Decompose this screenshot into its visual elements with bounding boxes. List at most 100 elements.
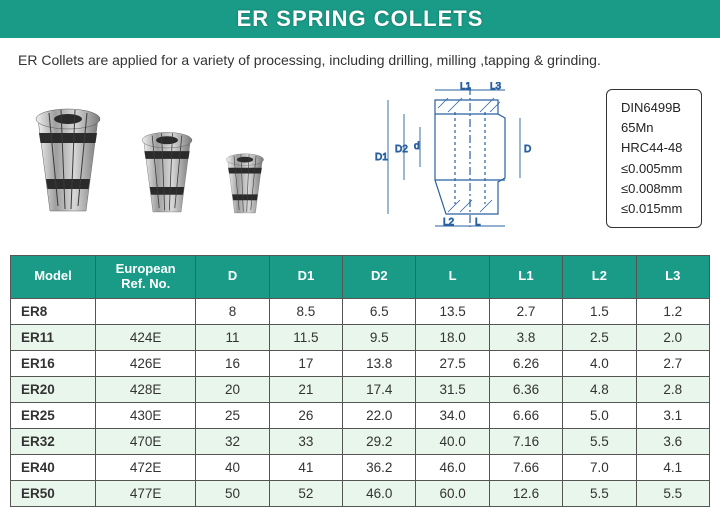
cell-value: 430E	[95, 402, 195, 428]
cell-value: 17.4	[343, 376, 416, 402]
cell-model: ER40	[11, 454, 96, 480]
cell-value: 18.0	[416, 324, 489, 350]
cell-value: 21	[269, 376, 342, 402]
dim-l2: L2	[443, 217, 455, 228]
page-title: ER SPRING COLLETS	[0, 0, 720, 38]
cell-model: ER50	[11, 480, 96, 506]
cell-value: 50	[196, 480, 269, 506]
cell-value: 6.5	[343, 298, 416, 324]
cell-value: 5.5	[563, 480, 636, 506]
cell-value	[95, 298, 195, 324]
dim-Dcap: D	[524, 144, 531, 155]
spec-box: DIN6499B 65Mn HRC44-48 ≤0.005mm ≤0.008mm…	[606, 89, 702, 228]
col-header: D2	[343, 256, 416, 299]
dim-d: d	[414, 141, 420, 152]
cell-model: ER32	[11, 428, 96, 454]
cell-value: 6.66	[489, 402, 562, 428]
table-row: ER20428E202117.431.56.364.82.8	[11, 376, 710, 402]
cell-value: 46.0	[343, 480, 416, 506]
cell-value: 13.5	[416, 298, 489, 324]
collet-medium-icon	[128, 126, 206, 216]
spec-line: HRC44-48	[621, 138, 687, 158]
cell-value: 477E	[95, 480, 195, 506]
collet-large-icon	[18, 101, 118, 216]
cell-value: 7.0	[563, 454, 636, 480]
cell-value: 1.5	[563, 298, 636, 324]
cell-value: 52	[269, 480, 342, 506]
specs-table: ModelEuropeanRef. No.DD1D2LL1L2L3 ER888.…	[10, 255, 710, 507]
cell-value: 36.2	[343, 454, 416, 480]
cell-value: 40.0	[416, 428, 489, 454]
cell-model: ER16	[11, 350, 96, 376]
cell-value: 2.7	[636, 350, 709, 376]
cell-model: ER25	[11, 402, 96, 428]
cell-model: ER8	[11, 298, 96, 324]
cell-value: 27.5	[416, 350, 489, 376]
cell-value: 7.66	[489, 454, 562, 480]
cell-value: 11.5	[269, 324, 342, 350]
cell-value: 29.2	[343, 428, 416, 454]
table-row: ER16426E161713.827.56.264.02.7	[11, 350, 710, 376]
cell-value: 3.1	[636, 402, 709, 428]
cell-value: 5.0	[563, 402, 636, 428]
cell-value: 46.0	[416, 454, 489, 480]
cell-value: 1.2	[636, 298, 709, 324]
spec-line: ≤0.008mm	[621, 179, 687, 199]
cell-value: 428E	[95, 376, 195, 402]
dim-l: L	[475, 217, 481, 228]
cell-value: 4.1	[636, 454, 709, 480]
cell-value: 424E	[95, 324, 195, 350]
col-header: Model	[11, 256, 96, 299]
collet-small-icon	[216, 149, 274, 216]
cell-value: 6.26	[489, 350, 562, 376]
table-row: ER40472E404136.246.07.667.04.1	[11, 454, 710, 480]
cell-value: 26	[269, 402, 342, 428]
cell-value: 4.8	[563, 376, 636, 402]
cell-value: 3.6	[636, 428, 709, 454]
cell-value: 11	[196, 324, 269, 350]
col-header: D1	[269, 256, 342, 299]
cell-value: 2.7	[489, 298, 562, 324]
spec-line: ≤0.015mm	[621, 199, 687, 219]
illustration-row: L1 L3 D1 D2 d D L2 L DIN6499B 65Mn HRC	[0, 78, 720, 255]
cell-value: 472E	[95, 454, 195, 480]
spec-line: DIN6499B	[621, 98, 687, 118]
cell-value: 20	[196, 376, 269, 402]
spec-line: ≤0.005mm	[621, 159, 687, 179]
cell-value: 12.6	[489, 480, 562, 506]
cell-model: ER20	[11, 376, 96, 402]
cell-value: 34.0	[416, 402, 489, 428]
technical-diagram-icon: L1 L3 D1 D2 d D L2 L	[340, 82, 540, 235]
cell-value: 5.5	[636, 480, 709, 506]
cell-value: 41	[269, 454, 342, 480]
table-row: ER32470E323329.240.07.165.53.6	[11, 428, 710, 454]
cell-value: 5.5	[563, 428, 636, 454]
col-header: D	[196, 256, 269, 299]
table-body: ER888.56.513.52.71.51.2ER11424E1111.59.5…	[11, 298, 710, 506]
cell-value: 32	[196, 428, 269, 454]
table-row: ER11424E1111.59.518.03.82.52.0	[11, 324, 710, 350]
cell-value: 426E	[95, 350, 195, 376]
cell-value: 17	[269, 350, 342, 376]
col-header: L1	[489, 256, 562, 299]
cell-value: 2.8	[636, 376, 709, 402]
cell-value: 31.5	[416, 376, 489, 402]
col-header: EuropeanRef. No.	[95, 256, 195, 299]
subhead-text: ER Collets are applied for a variety of …	[0, 38, 720, 78]
table-row: ER25430E252622.034.06.665.03.1	[11, 402, 710, 428]
dim-l1: L1	[460, 82, 472, 92]
cell-value: 6.36	[489, 376, 562, 402]
cell-value: 60.0	[416, 480, 489, 506]
cell-value: 25	[196, 402, 269, 428]
dim-d2cap: D2	[395, 144, 408, 155]
cell-model: ER11	[11, 324, 96, 350]
cell-value: 7.16	[489, 428, 562, 454]
cell-value: 13.8	[343, 350, 416, 376]
table-header: ModelEuropeanRef. No.DD1D2LL1L2L3	[11, 256, 710, 299]
spec-line: 65Mn	[621, 118, 687, 138]
table-row: ER888.56.513.52.71.51.2	[11, 298, 710, 324]
cell-value: 4.0	[563, 350, 636, 376]
cell-value: 8	[196, 298, 269, 324]
collets-group	[18, 101, 274, 216]
table-row: ER50477E505246.060.012.65.55.5	[11, 480, 710, 506]
